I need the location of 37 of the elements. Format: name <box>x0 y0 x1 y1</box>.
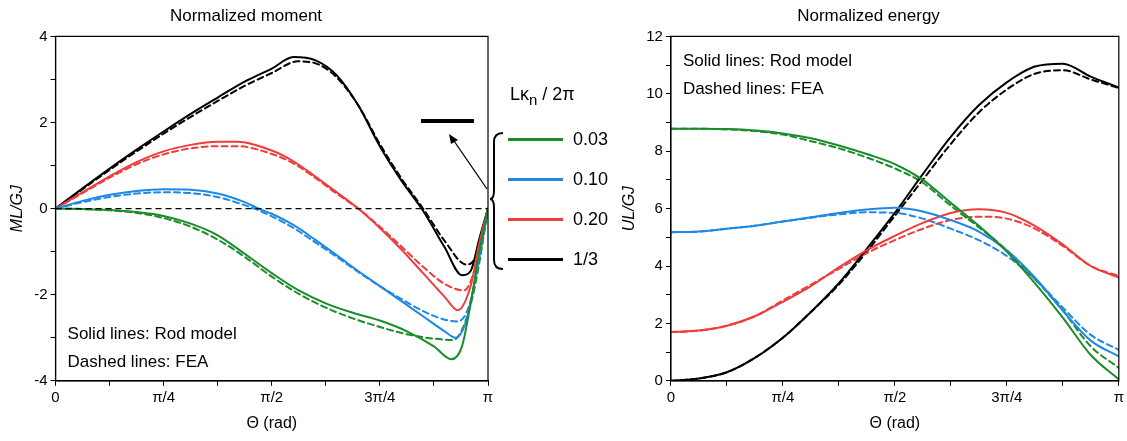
y-tick-label: 12 <box>646 26 663 44</box>
x-tick-label: π/4 <box>152 387 176 405</box>
x-tick-label: π/2 <box>883 387 907 405</box>
annotation: Solid lines: Rod model <box>67 323 237 343</box>
y-axis-title: UL/GJ <box>620 184 638 232</box>
x-tick-label: 3π/4 <box>364 387 396 405</box>
x-tick-label: π/4 <box>771 387 795 405</box>
chart-title: Normalized energy <box>797 5 941 25</box>
x-tick-label: 0 <box>666 387 676 405</box>
y-tick-label: 4 <box>654 256 663 274</box>
x-axis-title: Θ (rad) <box>246 413 298 431</box>
annotation: Dashed lines: FEA <box>67 351 209 371</box>
x-axis-title: Θ (rad) <box>869 413 921 431</box>
x-tick-label: 3π/4 <box>991 387 1023 405</box>
y-tick-label: -2 <box>34 284 48 302</box>
y-tick-label: 8 <box>654 141 663 159</box>
x-tick-label: π <box>1113 387 1125 405</box>
legend-label: 0.20 <box>573 209 609 231</box>
x-tick-label: π <box>482 387 494 405</box>
x-tick-label: π/2 <box>260 387 284 405</box>
chart-title: Normalized moment <box>169 5 323 25</box>
y-tick-label: 2 <box>39 112 48 130</box>
annotation: Solid lines: Rod model <box>682 51 853 71</box>
y-tick-label: 10 <box>646 83 663 101</box>
y-tick-label: -4 <box>34 370 48 388</box>
legend-title: Lκ$_{n}$ / 2π <box>510 84 576 108</box>
y-tick-label: 6 <box>654 198 663 216</box>
legend-label: 1/3 <box>573 249 599 271</box>
annotation: Dashed lines: FEA <box>682 79 825 99</box>
y-tick-label: 0 <box>39 198 48 216</box>
y-axis-title: ML/GJ <box>8 184 26 233</box>
x-tick-label: 0 <box>51 387 60 405</box>
legend-label: 0.03 <box>573 129 609 151</box>
y-tick-label: 4 <box>39 26 48 44</box>
legend-label: 0.10 <box>573 169 609 191</box>
y-tick-label: 0 <box>654 370 663 388</box>
y-tick-label: 2 <box>654 313 663 331</box>
